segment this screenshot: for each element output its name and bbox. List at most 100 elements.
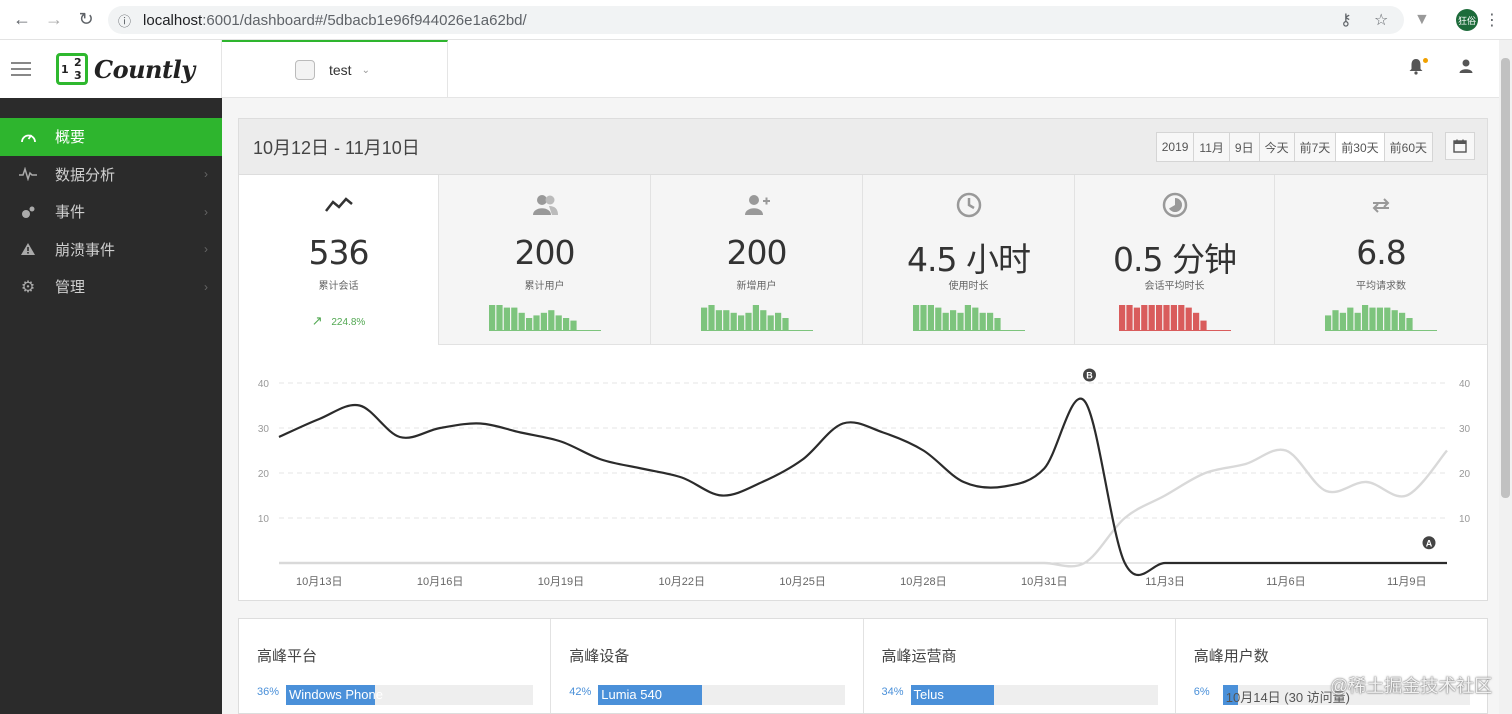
spark-bar	[722, 310, 729, 331]
sidebar-item-label: 事件	[55, 204, 86, 222]
address-bar[interactable]: ⓘ localhost:6001/dashboard#/5dbacb1e96f9…	[108, 6, 1404, 34]
x-tick-label: 11月3日	[1145, 576, 1185, 588]
profile-avatar[interactable]: 狂俗	[1456, 8, 1478, 32]
sidebar-item-crashes[interactable]: 崩溃事件 ›	[0, 231, 222, 269]
back-icon[interactable]: ←	[13, 9, 31, 29]
calendar-icon	[1453, 139, 1467, 153]
y-tick-label-right: 40	[1459, 379, 1471, 390]
y-tick-label-right: 10	[1459, 514, 1471, 525]
series-marker-b-label: B	[1086, 371, 1093, 381]
notification-bell-icon[interactable]	[1408, 58, 1428, 78]
spark-bar	[774, 312, 781, 331]
gear-icon: ⚙	[20, 278, 36, 296]
spark-bar	[518, 312, 525, 331]
sidebar-item-analytics[interactable]: 数据分析 ›	[0, 156, 222, 194]
range-button-year[interactable]: 2019	[1157, 133, 1195, 161]
spark-bar	[964, 305, 971, 331]
card-percent: 42%	[569, 686, 592, 698]
logo-text: Countly	[94, 54, 195, 84]
extension-icon[interactable]: ▼	[1414, 11, 1430, 28]
card-title: 高峰设备	[569, 648, 630, 665]
series-marker-b[interactable]	[1083, 368, 1097, 382]
metric-avg-requests[interactable]: 6.8 平均请求数	[1275, 175, 1487, 345]
spark-bar	[986, 312, 993, 331]
trend-up-icon: ↗	[311, 313, 323, 328]
metric-value: 6.8	[1356, 233, 1406, 272]
metric-total-sessions[interactable]: 536 累计会话 ↗ 224.8%	[239, 175, 439, 345]
chevron-right-icon: ›	[204, 204, 208, 219]
range-button-month[interactable]: 11月	[1194, 133, 1230, 161]
spark-bar	[1118, 305, 1125, 331]
range-button-group: 2019 11月 9日 今天 前7天 前30天 前60天	[1155, 132, 1433, 162]
series-line-A[interactable]	[279, 448, 1448, 568]
scrollbar-thumb[interactable]	[1501, 58, 1510, 498]
calendar-button[interactable]	[1445, 132, 1475, 160]
spark-bar	[993, 318, 1001, 331]
spark-bar	[767, 315, 774, 331]
app-selector[interactable]: test ⌄	[222, 40, 448, 98]
spark-bar	[1192, 312, 1199, 331]
star-icon[interactable]: ☆	[1374, 12, 1389, 29]
spark-bar	[934, 307, 941, 331]
sidebar-item-overview[interactable]: 概要	[0, 118, 222, 156]
metric-total-users[interactable]: 200 累计用户	[439, 175, 651, 345]
metric-avg-session-duration[interactable]: 0.5 分钟 会话平均时长	[1075, 175, 1275, 345]
app-icon	[295, 60, 315, 80]
top-bar: test ⌄	[222, 40, 1512, 714]
line-chart-svg[interactable]: 10 10 20 20 30 30 40 40 10月13日 10月16日 10月19日 10月22日…	[239, 345, 1489, 601]
chevron-right-icon: ›	[204, 279, 208, 294]
info-icon[interactable]: ⓘ	[118, 13, 132, 29]
metric-new-users[interactable]: 200 新增用户	[651, 175, 863, 345]
card-bar-fill	[910, 685, 995, 705]
spark-bar	[1140, 305, 1147, 331]
metric-usage-duration[interactable]: 4.5 小时 使用时长	[863, 175, 1075, 345]
sessions-line-chart[interactable]: 10 10 20 20 30 30 40 40 10月13日 10月16日 10月19日 10月22日…	[239, 345, 1489, 601]
spark-bar	[919, 305, 927, 331]
spark-bar	[1384, 307, 1391, 331]
spark-bar	[532, 315, 540, 331]
spark-bar	[503, 307, 510, 331]
spark-bar	[942, 312, 949, 331]
top-users-card: 高峰用户数 6% 10月14日 (30 访问量)	[1176, 619, 1487, 713]
spark-bar	[1399, 312, 1406, 331]
x-tick-label: 10月22日	[659, 576, 705, 588]
spark-bar	[700, 307, 707, 331]
sidebar-item-management[interactable]: ⚙ 管理 ›	[0, 268, 222, 306]
scrollbar[interactable]	[1499, 40, 1512, 714]
x-tick-label: 10月16日	[417, 576, 463, 588]
card-title: 高峰运营商	[881, 648, 957, 665]
sidebar-item-events[interactable]: 事件 ›	[0, 193, 222, 231]
user-icon[interactable]	[1458, 58, 1478, 78]
range-button-30days[interactable]: 前30天	[1336, 133, 1385, 161]
panel-header: 10月12日 - 11月10日 2019 11月 9日 今天 前7天 前30天 …	[239, 119, 1487, 175]
y-tick-label-right: 20	[1459, 469, 1471, 480]
sidebar-item-label: 概要	[55, 129, 86, 147]
range-button-day[interactable]: 9日	[1230, 133, 1260, 161]
top-device-card: 高峰设备 42% Lumia 540	[551, 619, 864, 713]
series-marker-a[interactable]	[1422, 536, 1436, 550]
range-button-7days[interactable]: 前7天	[1295, 133, 1337, 161]
avatar: 狂俗	[1456, 9, 1478, 31]
spark-bar	[510, 307, 517, 331]
sparkline	[488, 305, 601, 331]
browser-toolbar: ← → ↻ ⓘ localhost:6001/dashboard#/5dbacb…	[0, 0, 1512, 40]
card-bar: Windows Phone	[286, 685, 533, 705]
key-icon[interactable]: ⚷	[1340, 12, 1352, 29]
reload-icon[interactable]: ↻	[78, 9, 94, 29]
y-tick-label-left: 30	[258, 424, 270, 435]
x-tick-label: 11月9日	[1387, 576, 1427, 588]
forward-icon[interactable]: →	[45, 9, 63, 29]
spark-bar	[1339, 312, 1346, 331]
range-button-today[interactable]: 今天	[1260, 133, 1295, 161]
spark-bar	[562, 318, 569, 331]
sidebar: 1 2 3 Countly 概要 数据分析 › 事件 ›	[0, 40, 222, 714]
more-menu-icon[interactable]: ⋮	[1484, 12, 1500, 29]
series-line-B[interactable]	[278, 397, 1447, 577]
metric-tiles: 536 累计会话 ↗ 224.8% 200 累计用户 200	[239, 175, 1487, 345]
card-title: 高峰用户数	[1193, 648, 1269, 665]
spark-bar	[569, 320, 577, 331]
spark-bar	[547, 310, 554, 331]
range-button-60days[interactable]: 前60天	[1389, 140, 1427, 155]
metric-label: 累计用户	[524, 281, 565, 292]
hamburger-menu-icon[interactable]	[11, 62, 31, 76]
